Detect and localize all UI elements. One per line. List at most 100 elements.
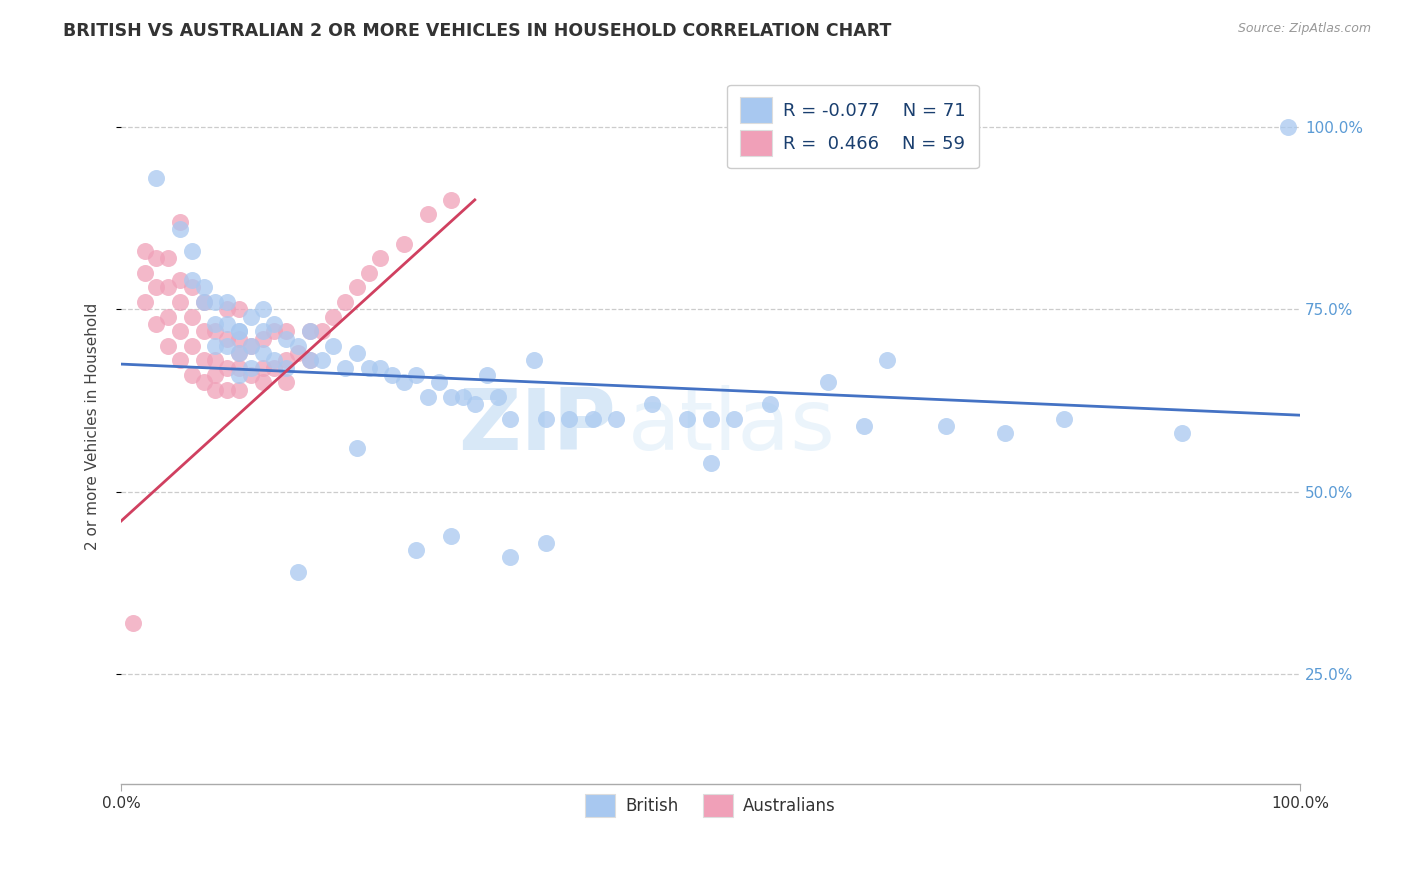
Point bbox=[228, 368, 250, 382]
Point bbox=[145, 171, 167, 186]
Point bbox=[204, 368, 226, 382]
Point bbox=[287, 339, 309, 353]
Point bbox=[464, 397, 486, 411]
Point bbox=[605, 412, 627, 426]
Point bbox=[263, 317, 285, 331]
Point bbox=[180, 280, 202, 294]
Point bbox=[217, 360, 239, 375]
Point bbox=[523, 353, 546, 368]
Point bbox=[852, 419, 875, 434]
Point bbox=[145, 280, 167, 294]
Point bbox=[122, 616, 145, 631]
Point bbox=[169, 324, 191, 338]
Point bbox=[346, 346, 368, 360]
Point bbox=[1171, 426, 1194, 441]
Point bbox=[217, 332, 239, 346]
Point bbox=[217, 339, 239, 353]
Point bbox=[228, 332, 250, 346]
Point bbox=[157, 339, 180, 353]
Point bbox=[180, 244, 202, 258]
Point bbox=[217, 317, 239, 331]
Point bbox=[252, 324, 274, 338]
Point bbox=[699, 456, 721, 470]
Point bbox=[157, 280, 180, 294]
Point bbox=[676, 412, 699, 426]
Point bbox=[346, 441, 368, 455]
Point bbox=[180, 368, 202, 382]
Point bbox=[134, 295, 156, 310]
Point bbox=[228, 302, 250, 317]
Point bbox=[169, 222, 191, 236]
Point bbox=[228, 346, 250, 360]
Point bbox=[311, 324, 333, 338]
Point bbox=[193, 295, 215, 310]
Point bbox=[252, 360, 274, 375]
Point bbox=[451, 390, 474, 404]
Point bbox=[499, 412, 522, 426]
Point bbox=[217, 383, 239, 397]
Text: Source: ZipAtlas.com: Source: ZipAtlas.com bbox=[1237, 22, 1371, 36]
Point bbox=[440, 528, 463, 542]
Point bbox=[440, 193, 463, 207]
Point bbox=[287, 346, 309, 360]
Text: atlas: atlas bbox=[628, 384, 837, 467]
Point bbox=[699, 412, 721, 426]
Point bbox=[193, 280, 215, 294]
Point bbox=[217, 302, 239, 317]
Point bbox=[994, 426, 1017, 441]
Point bbox=[370, 252, 392, 266]
Point bbox=[357, 360, 380, 375]
Point bbox=[370, 360, 392, 375]
Point bbox=[298, 324, 321, 338]
Point bbox=[239, 310, 262, 324]
Point bbox=[239, 339, 262, 353]
Point bbox=[440, 390, 463, 404]
Point bbox=[486, 390, 509, 404]
Point bbox=[169, 295, 191, 310]
Point bbox=[640, 397, 662, 411]
Point bbox=[252, 302, 274, 317]
Legend: British, Australians: British, Australians bbox=[576, 785, 845, 825]
Point bbox=[276, 353, 298, 368]
Point bbox=[405, 543, 427, 558]
Point bbox=[499, 550, 522, 565]
Point bbox=[475, 368, 498, 382]
Point bbox=[876, 353, 898, 368]
Point bbox=[416, 390, 439, 404]
Y-axis label: 2 or more Vehicles in Household: 2 or more Vehicles in Household bbox=[86, 302, 100, 549]
Point bbox=[204, 383, 226, 397]
Point bbox=[1053, 412, 1076, 426]
Point bbox=[252, 376, 274, 390]
Text: ZIP: ZIP bbox=[458, 384, 616, 467]
Point bbox=[405, 368, 427, 382]
Point bbox=[392, 376, 415, 390]
Point bbox=[134, 244, 156, 258]
Point bbox=[228, 324, 250, 338]
Point bbox=[346, 280, 368, 294]
Point bbox=[228, 383, 250, 397]
Point bbox=[193, 295, 215, 310]
Point bbox=[134, 266, 156, 280]
Point bbox=[298, 353, 321, 368]
Point bbox=[276, 360, 298, 375]
Point bbox=[180, 273, 202, 287]
Point bbox=[322, 339, 344, 353]
Point bbox=[204, 339, 226, 353]
Point bbox=[239, 339, 262, 353]
Point bbox=[193, 324, 215, 338]
Point bbox=[758, 397, 780, 411]
Point bbox=[169, 353, 191, 368]
Point bbox=[298, 324, 321, 338]
Point bbox=[1277, 120, 1299, 134]
Point bbox=[263, 353, 285, 368]
Point bbox=[263, 324, 285, 338]
Point bbox=[169, 215, 191, 229]
Point bbox=[333, 295, 356, 310]
Point bbox=[252, 346, 274, 360]
Point bbox=[145, 317, 167, 331]
Point bbox=[534, 536, 557, 550]
Point bbox=[239, 368, 262, 382]
Point bbox=[935, 419, 957, 434]
Point bbox=[276, 324, 298, 338]
Text: BRITISH VS AUSTRALIAN 2 OR MORE VEHICLES IN HOUSEHOLD CORRELATION CHART: BRITISH VS AUSTRALIAN 2 OR MORE VEHICLES… bbox=[63, 22, 891, 40]
